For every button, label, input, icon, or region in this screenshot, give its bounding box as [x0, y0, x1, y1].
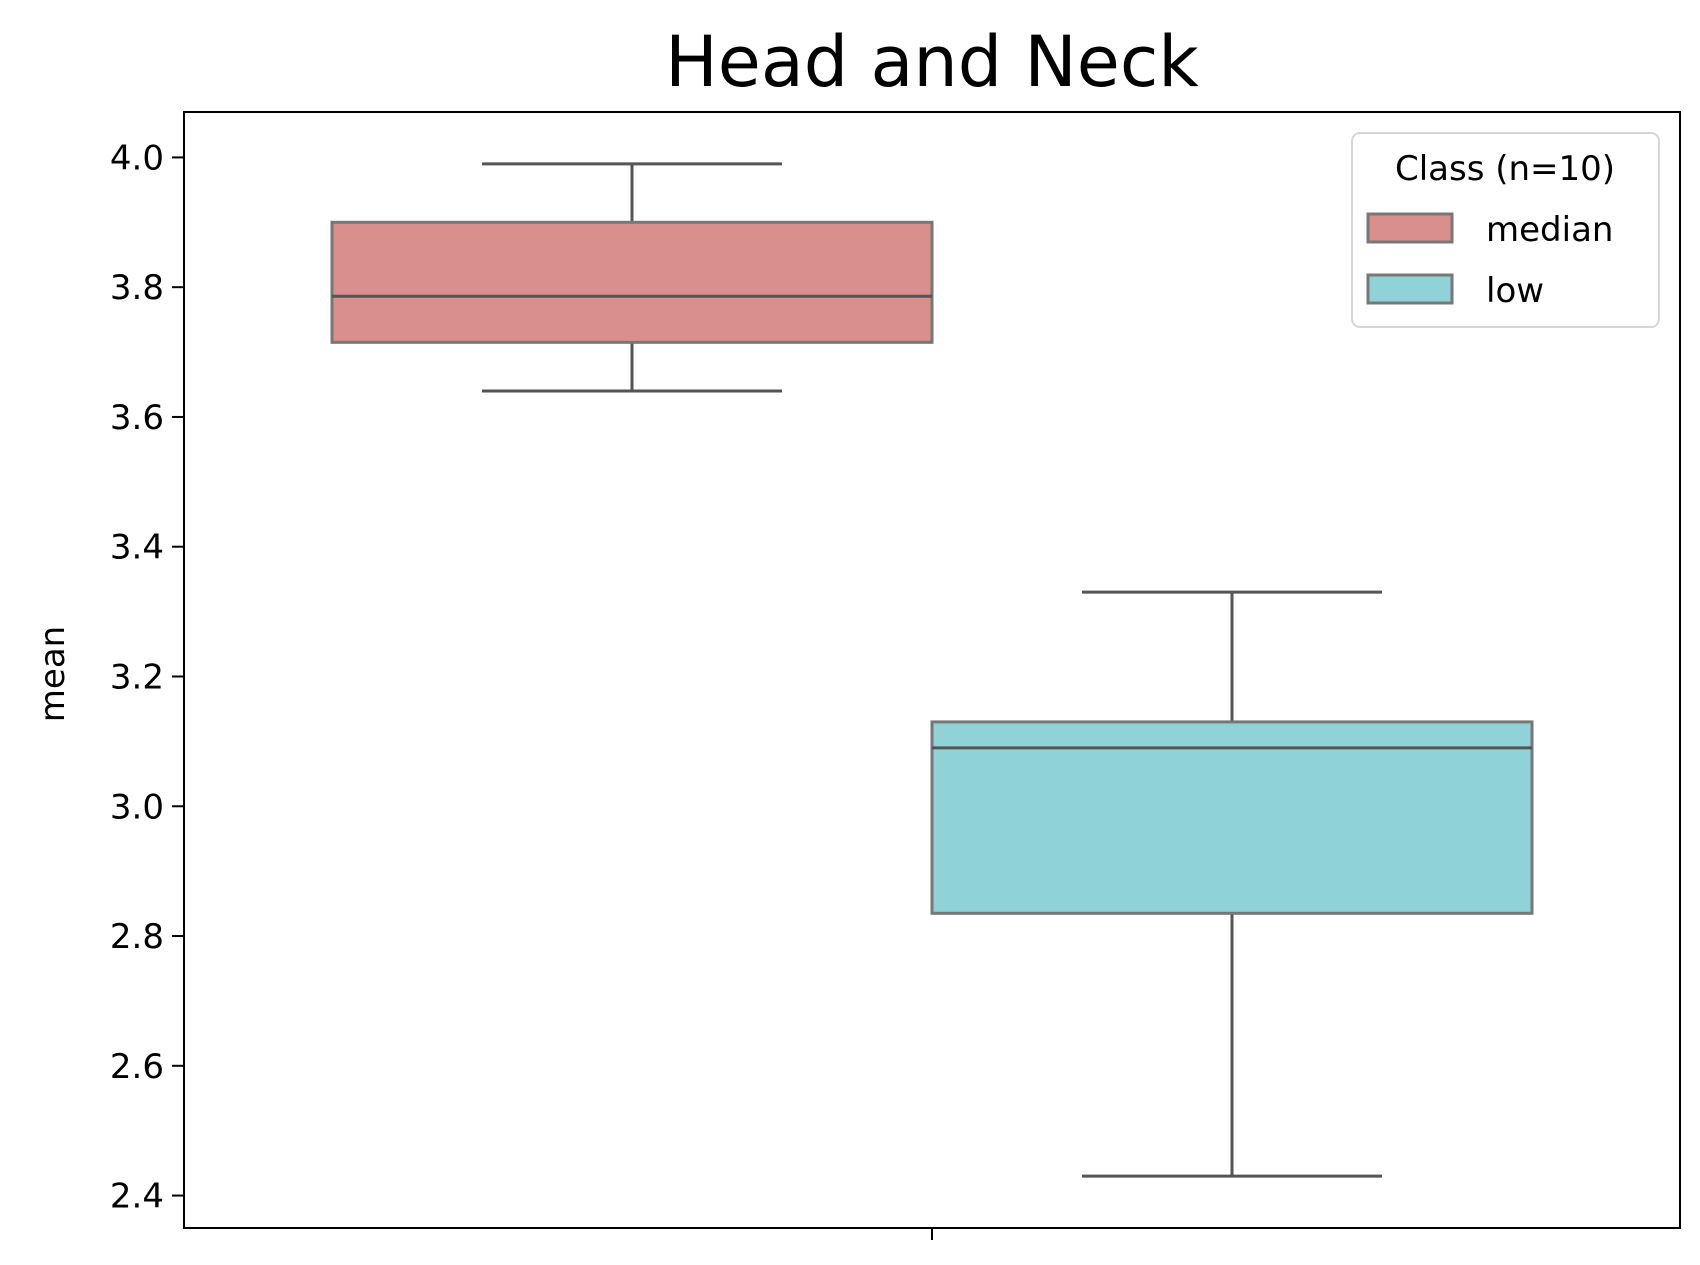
y-tick-label: 2.6 — [110, 1047, 164, 1087]
chart-title: Head and Neck — [665, 21, 1199, 103]
legend-swatch-low — [1366, 273, 1454, 305]
legend-swatch-median — [1366, 212, 1454, 244]
y-tick-label: 3.0 — [110, 787, 164, 827]
box-low — [930, 590, 1534, 1178]
y-tick-label: 2.4 — [110, 1177, 164, 1217]
y-axis: 2.4 2.6 2.8 3.0 3.2 3.4 3.6 3.8 4.0 — [110, 138, 184, 1217]
y-axis-label: mean — [33, 626, 73, 722]
boxes-layer — [330, 162, 1534, 1178]
plot-frame — [183, 111, 1681, 1229]
y-tick-label: 4.0 — [110, 138, 164, 178]
y-tick-label: 3.8 — [110, 268, 164, 308]
box-body — [930, 720, 1534, 915]
y-tick-label: 3.4 — [110, 528, 164, 568]
box-median — [330, 162, 934, 393]
legend-title: Class (n=10) — [1395, 149, 1615, 189]
y-tick-label: 3.6 — [110, 398, 164, 438]
legend: Class (n=10) median low — [1351, 132, 1660, 328]
box-body — [330, 220, 934, 344]
legend-label-median: median — [1486, 210, 1613, 250]
legend-label-low: low — [1486, 271, 1544, 311]
y-tick-label: 3.2 — [110, 657, 164, 697]
y-tick-label: 2.8 — [110, 917, 164, 957]
